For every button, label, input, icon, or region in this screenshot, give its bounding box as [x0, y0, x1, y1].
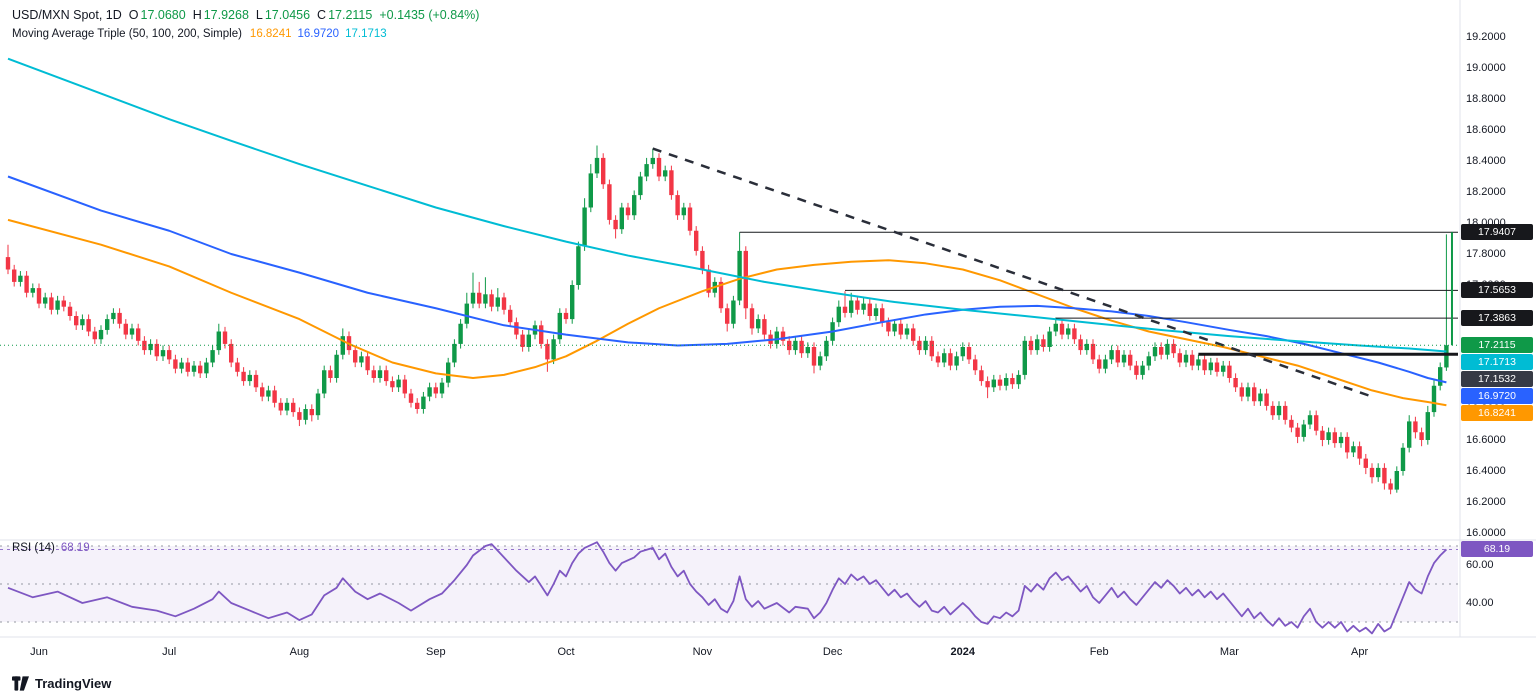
ohlc-value: 17.0456	[264, 8, 311, 22]
rsi-tick-label: 40.00	[1466, 597, 1494, 609]
price-tick-label: 17.8000	[1466, 248, 1506, 260]
time-tick-label: Aug	[289, 646, 310, 658]
price-tick-label: 18.2000	[1466, 186, 1506, 198]
candles-group	[5, 145, 1449, 495]
price-badge: 16.8241	[1461, 405, 1533, 422]
time-tick-label: 2024	[950, 646, 976, 658]
price-badge: 17.9407	[1461, 224, 1533, 241]
time-tick-label: Dec	[822, 646, 843, 658]
price-tick-label: 18.6000	[1466, 124, 1506, 136]
tradingview-attribution[interactable]: TradingView	[12, 676, 111, 691]
price-tick-label: 16.2000	[1466, 496, 1506, 508]
tradingview-brand-text: TradingView	[35, 676, 112, 691]
tradingview-logo-icon	[12, 676, 29, 691]
time-tick-label: Oct	[557, 646, 575, 658]
price-badge: 17.1532	[1461, 371, 1533, 388]
time-tick-label: Nov	[692, 646, 713, 658]
price-tick-label: 18.4000	[1466, 155, 1506, 167]
price-badge: 17.3863	[1461, 310, 1533, 327]
time-tick-label: Jul	[162, 646, 177, 658]
ohlc-value: 17.2115	[328, 8, 373, 22]
price-tick-label: 16.4000	[1466, 465, 1506, 477]
sma100-value: 16.9720	[297, 28, 340, 40]
time-tick-label: Apr	[1351, 646, 1369, 658]
ma-indicator-legend[interactable]: Moving Average Triple (50, 100, 200, Sim…	[12, 28, 387, 40]
price-tick-label: 16.0000	[1466, 527, 1506, 539]
price-badge: 17.2115	[1461, 337, 1533, 354]
time-tick-label: Sep	[426, 646, 446, 658]
change-value: +0.1435 (+0.84%)	[379, 8, 480, 22]
ohlc-value: 17.0680	[140, 8, 186, 22]
price-badge: 17.5653	[1461, 282, 1533, 299]
price-tick-label: 16.6000	[1466, 434, 1506, 446]
time-tick-label: Jun	[30, 646, 48, 658]
legend-ohlc-values: O 17.0680 H 17.9268 L 17.0456 C 17.2115	[122, 8, 373, 22]
ohlc-key: H	[192, 8, 202, 22]
sma100-line[interactable]	[7, 175, 1447, 384]
ohlc-value: 17.9268	[203, 8, 249, 22]
sma50-value: 16.8241	[249, 28, 292, 40]
time-tick-label: Mar	[1219, 646, 1239, 658]
price-badge: 16.9720	[1461, 388, 1533, 405]
price-tick-label: 19.0000	[1466, 62, 1506, 74]
symbol-legend[interactable]: USD/MXN Spot, 1D O 17.0680 H 17.9268 L 17.0456…	[12, 8, 479, 22]
time-tick-label: Feb	[1089, 646, 1109, 658]
rsi-indicator-title[interactable]: RSI (14)	[12, 542, 55, 554]
sma50-line[interactable]	[7, 218, 1447, 407]
symbol-title[interactable]: USD/MXN Spot, 1D	[12, 8, 122, 22]
descending-trendline[interactable]	[652, 147, 1373, 398]
rsi-badge: 68.19	[1461, 541, 1533, 558]
sma200-value: 17.1713	[345, 28, 387, 40]
rsi-value: 68.19	[60, 542, 90, 554]
ohlc-key: L	[255, 8, 263, 22]
rsi-tick-label: 60.00	[1466, 559, 1494, 571]
rsi-indicator-legend[interactable]: RSI (14) 68.19	[12, 542, 90, 554]
sma200-line[interactable]	[7, 57, 1447, 353]
ohlc-key: C	[317, 8, 327, 22]
price-tick-label: 19.2000	[1466, 31, 1506, 43]
ohlc-key: O	[128, 8, 139, 22]
rsi-line[interactable]	[7, 541, 1448, 635]
price-badge: 17.1713	[1461, 354, 1533, 371]
price-tick-label: 18.8000	[1466, 93, 1506, 105]
ma-indicator-title[interactable]: Moving Average Triple (50, 100, 200, Sim…	[12, 28, 242, 40]
